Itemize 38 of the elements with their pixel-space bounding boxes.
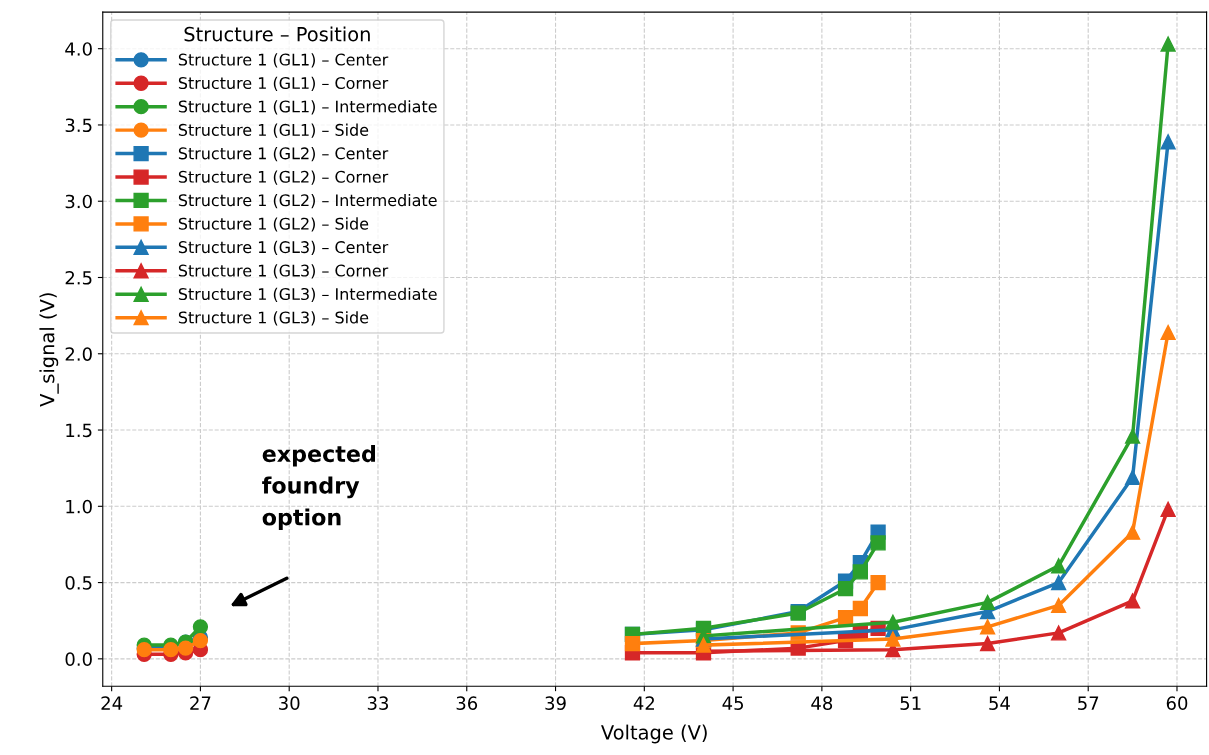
- x-tick-label: 24: [101, 696, 123, 710]
- y-tick-label: 2.5: [65, 270, 92, 285]
- legend-label: Structure 1 (GL1) – Corner: [178, 76, 389, 91]
- x-tick-label: 27: [190, 696, 211, 710]
- legend-label: Structure 1 (GL3) – Center: [178, 240, 389, 256]
- x-tick-label: 45: [722, 696, 744, 710]
- legend-label: Structure 1 (GL2) – Side: [178, 217, 369, 232]
- legend-label: Structure 1 (GL3) – Intermediate: [178, 287, 437, 302]
- y-tick-label: 1.5: [66, 423, 92, 438]
- legend-label: Structure 1 (GL3) – Side: [178, 311, 369, 326]
- legend-title: Structure – Position: [184, 26, 370, 42]
- x-tick-label: 48: [811, 696, 833, 710]
- x-tick-label: 30: [279, 696, 300, 710]
- legend-label: Structure 1 (GL2) – Intermediate: [178, 193, 437, 209]
- legend-label: Structure 1 (GL1) – Intermediate: [178, 100, 437, 115]
- y-tick-label: 3.5: [65, 118, 92, 133]
- x-axis-title: Voltage (V): [601, 724, 707, 744]
- legend-label: Structure 1 (GL1) – Center: [178, 53, 389, 68]
- x-tick-label: 36: [456, 696, 478, 710]
- legend-label: Structure 1 (GL1) – Side: [178, 123, 369, 138]
- x-tick-label: 57: [1078, 696, 1099, 710]
- legend-label: Structure 1 (GL2) – Center: [178, 147, 389, 162]
- legend-label: Structure 1 (GL3) – Corner: [178, 264, 389, 279]
- x-tick-label: 33: [367, 696, 389, 710]
- x-tick-label: 39: [545, 696, 566, 710]
- x-tick-label: 60: [1166, 696, 1188, 710]
- y-tick-label: 0.0: [65, 652, 92, 666]
- x-tick-label: 54: [989, 696, 1010, 710]
- y-tick-label: 3.0: [65, 194, 92, 209]
- annotation: expected foundry option: [262, 444, 376, 530]
- y-axis-title: V_signal (V): [39, 293, 59, 407]
- x-tick-label: 51: [900, 696, 921, 710]
- legend-label: Structure 1 (GL2) – Corner: [178, 170, 389, 185]
- y-tick-label: 4.0: [65, 42, 92, 56]
- y-tick-label: 1.0: [66, 499, 92, 514]
- y-tick-label: 0.5: [65, 576, 92, 590]
- y-tick-label: 2.0: [65, 347, 92, 361]
- x-tick-label: 42: [633, 696, 654, 710]
